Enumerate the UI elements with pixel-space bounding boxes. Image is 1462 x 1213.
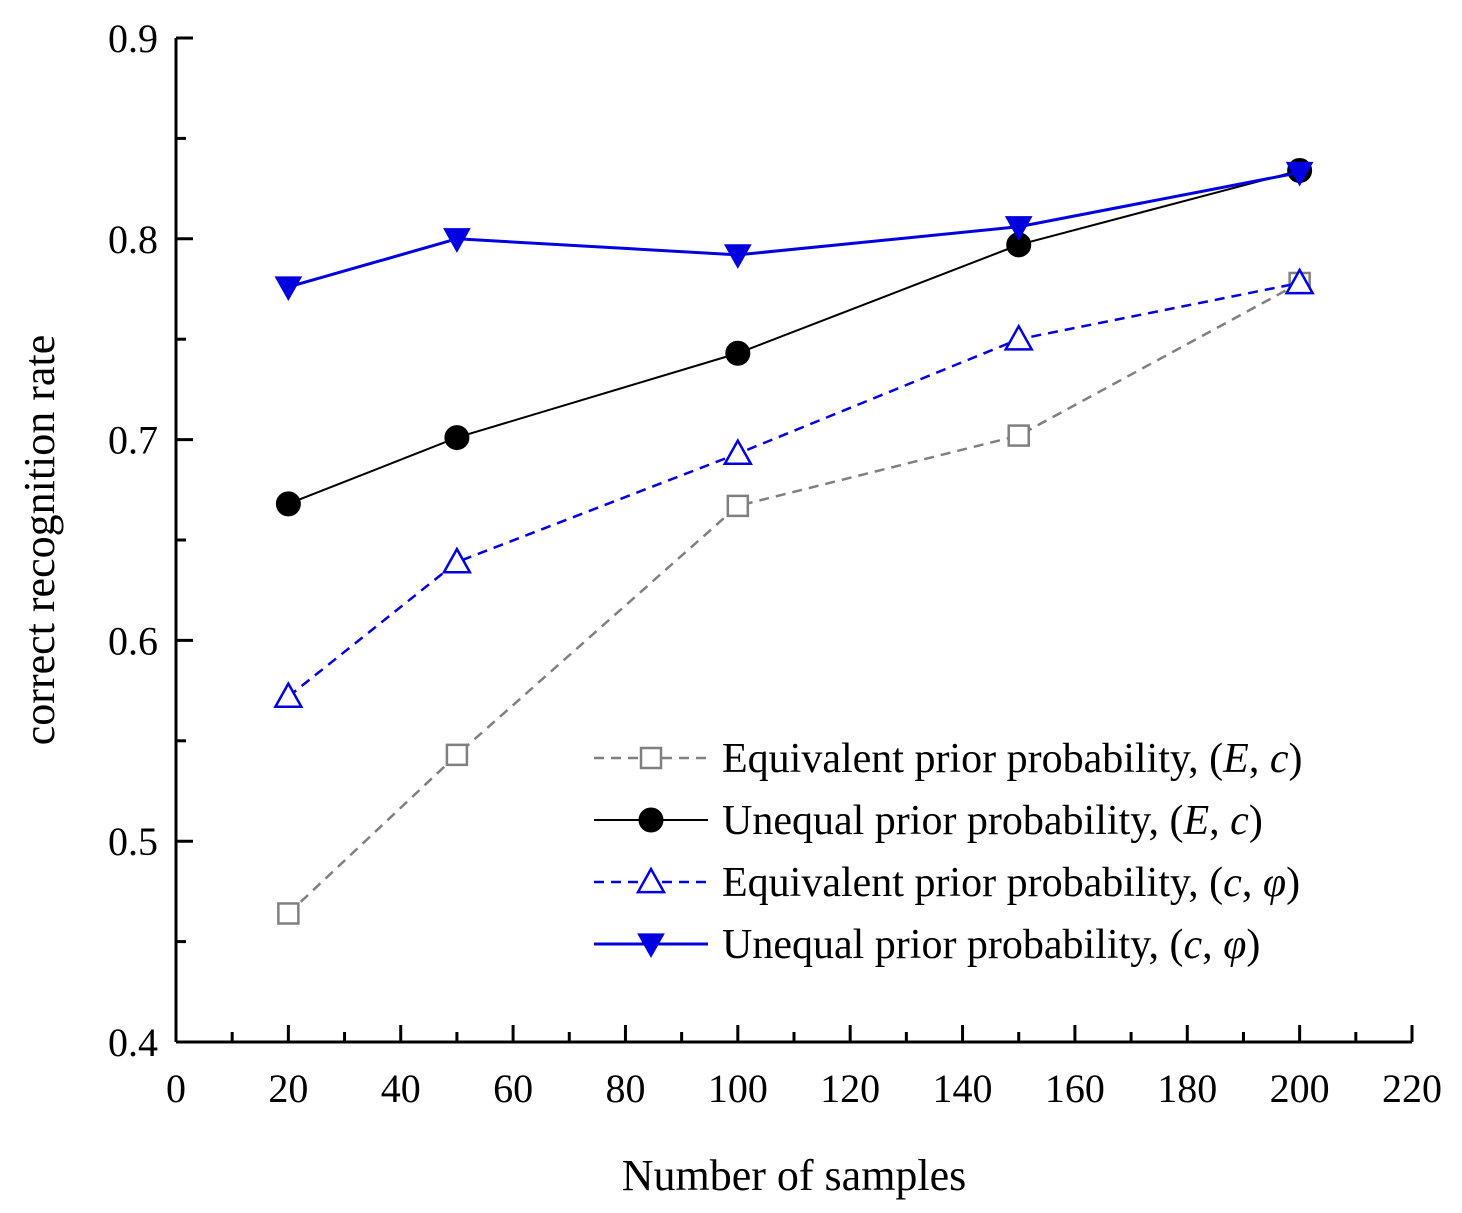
axes: 0 20 40 60 80 100 120 140 160 180 200 220 0.4 0.5 0.6 0… [15, 16, 1442, 1200]
legend-label-part: c [1223, 860, 1242, 906]
legend-label: Equivalent prior probability, (E, c) [722, 736, 1302, 782]
series-2-point [444, 425, 470, 451]
series-3-line [287, 281, 1300, 698]
x-tick-label: 180 [1157, 1066, 1217, 1111]
legend-marker [637, 933, 665, 959]
series-4 [274, 161, 1314, 302]
series-1-point [277, 902, 300, 925]
series-4-point [274, 276, 303, 302]
series-3-point [722, 438, 753, 466]
y-tick-label: 0.5 [108, 819, 158, 864]
legend-entry-4: Unequal prior probability, (c, φ) [594, 922, 1260, 968]
series-layer [273, 158, 1315, 925]
series-1-point [445, 743, 469, 767]
legend-label-part: , [1202, 922, 1223, 968]
series-3-point [1003, 323, 1034, 351]
legend-entry-2: Unequal prior probability, (E, c) [594, 798, 1263, 844]
legend-label: Unequal prior probability, (c, φ) [722, 922, 1260, 968]
y-axis-title: correct recognition rate [15, 335, 64, 745]
legend-label-part: Equivalent prior probability, ( [722, 860, 1223, 906]
legend-label-part: E [1183, 798, 1210, 844]
series-4-point [1285, 161, 1314, 187]
x-tick-label: 40 [381, 1066, 421, 1111]
x-tick-label: 120 [820, 1066, 880, 1111]
legend-marker [638, 807, 664, 833]
legend-label-part: ) [1246, 922, 1260, 968]
legend-label-part: c [1184, 922, 1203, 968]
legend-label: Equivalent prior probability, (c, φ) [722, 860, 1300, 906]
legend-entry-3: Equivalent prior probability, (c, φ) [594, 860, 1300, 906]
series-3-point [273, 681, 304, 709]
legend: Equivalent prior probability, (E, c)Uneq… [594, 736, 1302, 968]
series-2-point [725, 340, 751, 366]
x-tick-label: 0 [166, 1066, 186, 1111]
series-4-point [443, 228, 471, 253]
x-tick-label: 20 [268, 1066, 308, 1111]
y-tick-label: 0.8 [108, 217, 158, 262]
legend-label-part: Equivalent prior probability, ( [722, 736, 1223, 782]
legend-label-part: φ [1223, 922, 1246, 968]
x-tick-label: 80 [605, 1066, 645, 1111]
legend-label-part: φ [1263, 860, 1286, 906]
series-1-point [726, 494, 750, 518]
legend-marker [635, 866, 667, 894]
legend-marker [639, 746, 663, 770]
legend-entry-1: Equivalent prior probability, (E, c) [594, 736, 1302, 782]
x-tick-label: 60 [493, 1066, 533, 1111]
series-3 [273, 267, 1315, 709]
legend-label-part: ) [1249, 798, 1263, 844]
x-tick-label: 200 [1270, 1066, 1330, 1111]
legend-label-part: , [1249, 736, 1270, 782]
legend-label-part: c [1230, 798, 1249, 844]
y-tick-label: 0.9 [108, 16, 158, 61]
legend-label-part: Unequal prior probability, ( [722, 798, 1184, 844]
series-4-line [287, 171, 1300, 289]
legend-label: Unequal prior probability, (E, c) [722, 798, 1263, 844]
series-4-point [1004, 216, 1033, 241]
x-tick-label: 220 [1382, 1066, 1442, 1111]
series-1-point [1007, 424, 1030, 447]
legend-label-part: c [1270, 736, 1289, 782]
legend-label-part: , [1242, 860, 1263, 906]
x-tick-label: 160 [1045, 1066, 1105, 1111]
series-1-line [287, 281, 1301, 915]
x-axis-title: Number of samples [622, 1151, 967, 1200]
y-tick-label: 0.4 [108, 1020, 158, 1065]
series-4-point [723, 244, 752, 269]
y-tick-label: 0.6 [108, 618, 158, 663]
series-2-point [275, 491, 301, 517]
series-3-point [1284, 267, 1315, 295]
y-tick-label: 0.7 [108, 418, 158, 463]
legend-label-part: ) [1288, 736, 1302, 782]
series-2 [275, 158, 1313, 517]
x-tick-label: 100 [708, 1066, 768, 1111]
legend-label-part: Unequal prior probability, ( [722, 922, 1184, 968]
x-tick-label: 140 [933, 1066, 993, 1111]
legend-label-part: , [1209, 798, 1230, 844]
legend-label-part: ) [1286, 860, 1300, 906]
series-2-line [287, 169, 1300, 505]
series-3-point [441, 546, 473, 574]
legend-label-part: E [1222, 736, 1249, 782]
